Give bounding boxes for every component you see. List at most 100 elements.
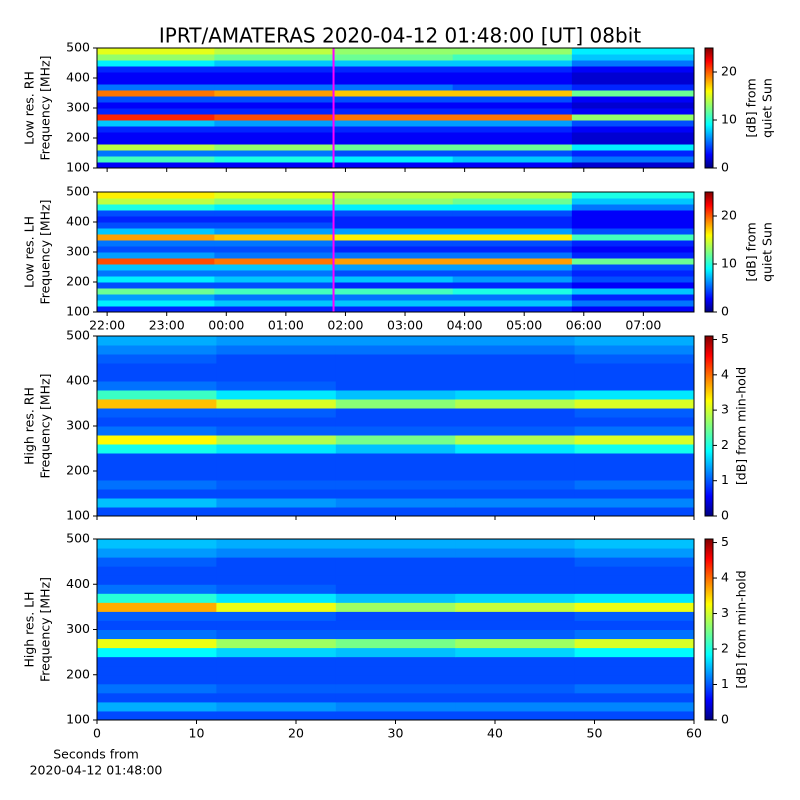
heatmap-cell	[333, 96, 454, 103]
heatmap-cell	[335, 345, 456, 355]
heatmap-cell	[333, 138, 454, 145]
heatmap-cell	[216, 480, 337, 490]
heatmap-cell	[214, 306, 335, 313]
heatmap-cell	[214, 240, 335, 247]
heatmap-cell	[97, 114, 215, 121]
y-axis-label: Frequency [MHz]	[38, 373, 53, 478]
heatmap-cell	[333, 54, 454, 61]
heatmap-cell	[97, 270, 215, 277]
heatmap-cell	[216, 602, 337, 612]
heatmap-cell	[574, 363, 695, 373]
colorbar-tick-label: 3	[721, 402, 729, 417]
heatmap-cell	[455, 480, 576, 490]
heatmap-cell	[335, 602, 456, 612]
heatmap-cell	[214, 252, 335, 259]
heatmap-cell	[574, 575, 695, 585]
heatmap-cell	[571, 198, 695, 205]
heatmap-cell	[452, 282, 573, 289]
heatmap-cell	[571, 228, 695, 235]
heatmap-cell	[333, 222, 454, 229]
y-tick-label: 200	[66, 274, 90, 289]
colorbar-tick-label: 10	[721, 112, 737, 127]
heatmap-cell	[333, 282, 454, 289]
heatmap-cell	[333, 132, 454, 139]
heatmap-cell	[574, 701, 695, 712]
heatmap-cell	[97, 575, 217, 585]
heatmap-cell	[455, 417, 576, 427]
heatmap-cell	[574, 602, 695, 612]
heatmap-cell	[97, 108, 215, 115]
heatmap-cell	[335, 336, 456, 346]
heatmap-cell	[335, 363, 456, 373]
heatmap-cell	[97, 276, 215, 283]
heatmap-cell	[571, 90, 695, 97]
heatmap-cell	[574, 692, 695, 703]
heatmap-cell	[333, 150, 454, 157]
heatmap-cell	[97, 102, 215, 109]
colorbar-tick-label: 1	[721, 676, 729, 691]
heatmap-cell	[214, 270, 335, 277]
heatmap-cell	[216, 390, 337, 400]
heatmap-cell	[455, 593, 576, 603]
y-tick-label: 400	[66, 70, 90, 85]
heatmap-cell	[97, 629, 217, 640]
heatmap-cell	[335, 665, 456, 676]
heatmap-cell	[214, 60, 335, 67]
colorbar	[704, 335, 714, 517]
heatmap-cell	[97, 557, 217, 567]
heatmap-cell	[452, 54, 573, 61]
heatmap-cell	[97, 620, 217, 630]
y-axis-label: Low res. LH	[22, 216, 37, 288]
y-tick-label: 400	[66, 576, 90, 591]
heatmap-cell	[335, 656, 456, 667]
heatmap-cell	[335, 381, 456, 391]
heatmap-cell	[455, 620, 576, 630]
heatmap-cell	[335, 453, 456, 463]
heatmap-cell	[452, 120, 573, 127]
heatmap-cell	[97, 300, 215, 307]
heatmap-cell	[571, 132, 695, 139]
heatmap-cell	[452, 150, 573, 157]
heatmap-cell	[97, 372, 217, 382]
heatmap-cell	[335, 408, 456, 418]
heatmap-cell	[335, 471, 456, 481]
heatmap-cell	[216, 692, 337, 703]
y-axis-label: High res. RH	[22, 387, 37, 465]
heatmap-cell	[452, 228, 573, 235]
heatmap-cell	[97, 54, 215, 61]
heatmap-cell	[452, 252, 573, 259]
heatmap-cell	[335, 498, 456, 508]
heatmap-cell	[216, 354, 337, 364]
heatmap-cell	[455, 701, 576, 712]
heatmap-cell	[452, 276, 573, 283]
heatmap-cell	[214, 96, 335, 103]
x-tick-label: 02:00	[327, 318, 363, 333]
heatmap-cell	[452, 258, 573, 265]
y-tick-label: 200	[66, 666, 90, 681]
heatmap-cell	[574, 683, 695, 694]
heatmap-cell	[574, 507, 695, 517]
heatmap-cell	[571, 282, 695, 289]
heatmap-cell	[574, 354, 695, 364]
heatmap-cell	[452, 90, 573, 97]
heatmap-cell	[214, 126, 335, 133]
heatmap-cell	[214, 102, 335, 109]
heatmap-cell	[571, 66, 695, 73]
heatmap-cell	[455, 444, 576, 454]
heatmap-cell	[455, 647, 576, 658]
x-tick-label: 10	[189, 726, 205, 741]
heatmap-cell	[452, 60, 573, 67]
colorbar-tick-label: 0	[721, 160, 729, 175]
heatmap-cell	[574, 566, 695, 576]
heatmap-cell	[97, 306, 215, 313]
heatmap-cell	[97, 444, 217, 454]
heatmap-cell	[97, 408, 217, 418]
heatmap-cell	[574, 647, 695, 658]
colorbar-tick-label: 10	[721, 256, 737, 271]
y-tick-label: 200	[66, 130, 90, 145]
heatmap-cell	[455, 426, 576, 436]
colorbar-tick-label: 2	[721, 641, 729, 656]
heatmap-cell	[97, 593, 217, 603]
heatmap-cell	[216, 611, 337, 621]
heatmap-cell	[452, 240, 573, 247]
